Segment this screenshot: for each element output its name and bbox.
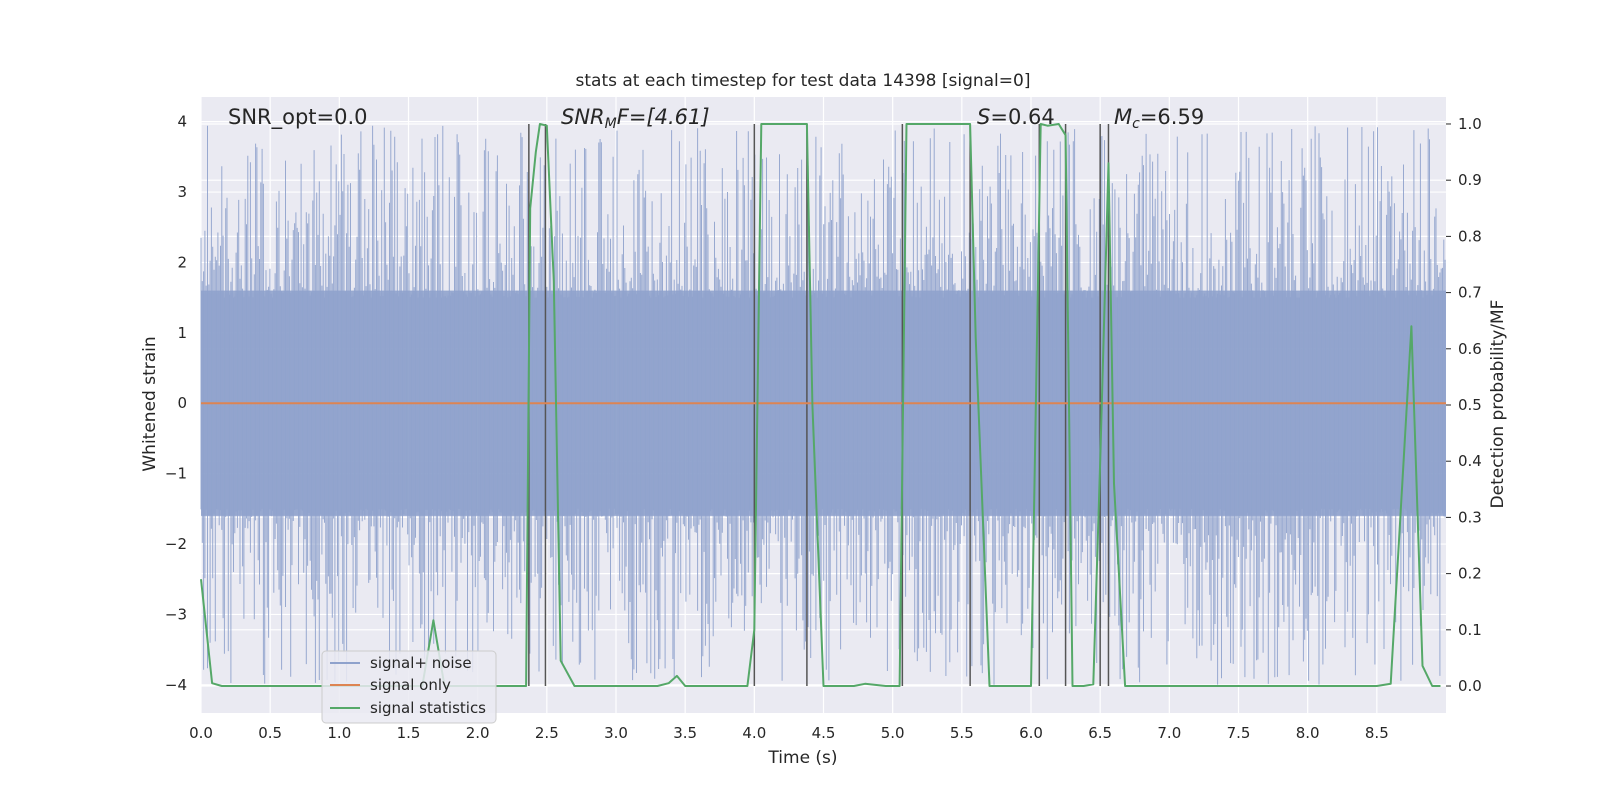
x-tick-label: 8.0 <box>1296 724 1320 742</box>
y-tick-label: −3 <box>165 605 187 623</box>
x-tick-label: 5.0 <box>881 724 905 742</box>
y-tick-label-right: 0.8 <box>1458 227 1482 245</box>
y-tick-label-right: 1.0 <box>1458 115 1482 133</box>
legend-label-signal-statistics: signal statistics <box>370 699 486 717</box>
y-tick-label-right: 0.9 <box>1458 171 1482 189</box>
y-tick-label: 2 <box>177 253 187 271</box>
x-tick-label: 3.0 <box>604 724 628 742</box>
chart-title: stats at each timestep for test data 143… <box>576 71 1031 91</box>
y-tick-label-right: 0.0 <box>1458 677 1482 695</box>
y-ticks-left: 4 3 2 1 0 −1 −2 −3 −4 <box>165 113 187 694</box>
y-tick-label: −1 <box>165 465 187 483</box>
x-axis-label: Time (s) <box>767 748 837 768</box>
y-tick-label-right: 0.2 <box>1458 565 1482 583</box>
x-tick-label: 7.0 <box>1157 724 1181 742</box>
annotation-mc: Mc=6.59 <box>1114 105 1204 132</box>
y-tick-label-right: 0.5 <box>1458 396 1482 414</box>
x-tick-label: 0.5 <box>258 724 282 742</box>
legend-label-signal-only: signal only <box>370 676 451 694</box>
x-tick-label: 0.0 <box>189 724 213 742</box>
x-ticks: 0.0 0.5 1.0 1.5 2.0 2.5 3.0 3.5 4.0 4.5 5.0 5.5 6.0 6… <box>189 724 1389 742</box>
x-tick-label: 8.5 <box>1365 724 1389 742</box>
y-axis-label: Whitened strain <box>140 336 160 471</box>
y-tick-label-right: 0.4 <box>1458 452 1482 470</box>
y-tick-label-right: 0.1 <box>1458 621 1482 639</box>
signal-statistics-line <box>200 123 1441 687</box>
x-tick-label: 6.5 <box>1088 724 1112 742</box>
annotation-snr-opt: SNR_opt=0.0 <box>228 105 368 130</box>
y-tick-label: 1 <box>177 324 187 342</box>
annotation-s: S=0.64 <box>977 105 1055 129</box>
x-tick-label: 3.5 <box>673 724 697 742</box>
legend: signal+ noise signal only signal statist… <box>321 650 497 724</box>
x-tick-label: 6.0 <box>1019 724 1043 742</box>
y-tick-label: 3 <box>177 183 187 201</box>
y-tick-label: −2 <box>165 535 187 553</box>
y-tick-label-right: 0.6 <box>1458 340 1482 358</box>
x-tick-label: 2.5 <box>535 724 559 742</box>
y-tick-label: 4 <box>177 113 187 131</box>
legend-box <box>321 650 497 724</box>
y-axis-label-right: Detection probability/MF <box>1488 300 1508 509</box>
x-tick-label: 4.0 <box>742 724 766 742</box>
signal-statistics-series <box>200 123 1441 687</box>
x-tick-label: 7.5 <box>1227 724 1251 742</box>
y-tick-label-right: 0.7 <box>1458 284 1482 302</box>
x-tick-label: 2.0 <box>466 724 490 742</box>
annotation-snr-mf: SNRMF=[4.61] <box>561 105 710 132</box>
y-tick-label: −4 <box>165 676 187 694</box>
x-tick-label: 5.5 <box>950 724 974 742</box>
y-ticks-right: 1.0 0.9 0.8 0.7 0.6 0.5 0.4 0.3 0.2 0.1 0.0 <box>1446 115 1482 695</box>
x-tick-label: 1.5 <box>397 724 421 742</box>
legend-label-signal-noise: signal+ noise <box>370 654 472 672</box>
noise-trace <box>200 125 1446 685</box>
y-tick-label: 0 <box>177 394 187 412</box>
x-tick-label: 1.0 <box>327 724 351 742</box>
y-tick-label-right: 0.3 <box>1458 508 1482 526</box>
x-tick-label: 4.5 <box>812 724 836 742</box>
